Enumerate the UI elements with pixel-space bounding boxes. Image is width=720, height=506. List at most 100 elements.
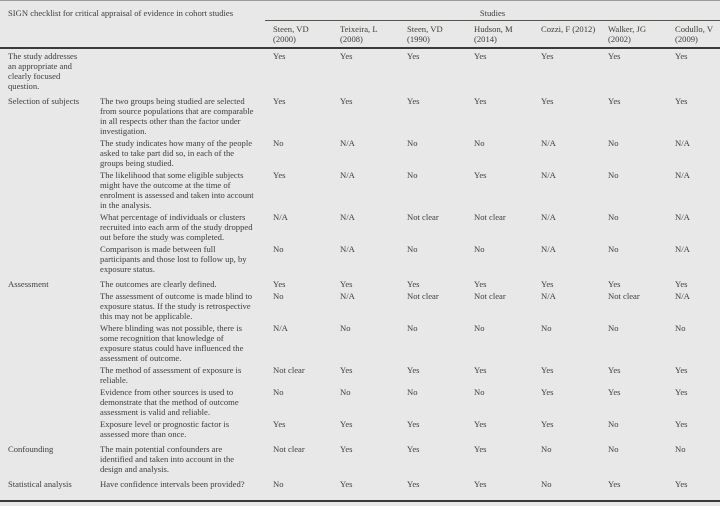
- rating-cell: N/A: [541, 291, 556, 301]
- table-title: SIGN checklist for critical appraisal of…: [8, 8, 234, 18]
- rating-cell: Yes: [608, 365, 621, 375]
- rating-cell: No: [407, 387, 418, 397]
- rating-cell: No: [474, 138, 485, 148]
- rating-cell: Not clear: [474, 291, 506, 301]
- criteria-group-rows: The main potential confounders are ident…: [100, 444, 720, 474]
- rating-cell: N/A: [340, 170, 355, 180]
- rating-cell: Not clear: [474, 212, 506, 222]
- rating-cell: Yes: [474, 51, 487, 61]
- rating-cell: N/A: [541, 170, 556, 180]
- rating-cell: No: [273, 244, 284, 254]
- rating-cell: No: [407, 170, 418, 180]
- rating-cell: No: [273, 479, 284, 489]
- criteria-group-rows: The two groups being studied are selecte…: [100, 96, 720, 274]
- rating-cell: N/A: [340, 244, 355, 254]
- checklist-row: Comparison is made between full particip…: [100, 244, 720, 274]
- question-text: The outcomes are clearly defined.: [100, 279, 217, 289]
- rating-cell: N/A: [675, 212, 690, 222]
- rating-cell: Yes: [675, 96, 688, 106]
- rating-cell: Yes: [340, 51, 353, 61]
- rating-cell: Yes: [675, 279, 688, 289]
- rating-cell: N/A: [675, 170, 690, 180]
- rating-cell: No: [273, 387, 284, 397]
- rating-cell: N/A: [541, 138, 556, 148]
- checklist-row: The main potential confounders are ident…: [100, 444, 720, 474]
- checklist-row: The method of assessment of exposure is …: [100, 365, 720, 385]
- checklist-row: The study indicates how many of the peop…: [100, 138, 720, 168]
- rating-cell: Yes: [608, 51, 621, 61]
- rating-cell: Yes: [407, 419, 420, 429]
- header-divider-rule: [0, 47, 720, 49]
- rating-cell: Yes: [340, 444, 353, 454]
- checklist-row: The outcomes are clearly defined. Yes Yes Y…: [100, 279, 720, 289]
- rating-cell: Yes: [675, 51, 688, 61]
- rating-cell: Not clear: [608, 291, 640, 301]
- question-text: The main potential confounders are ident…: [100, 444, 235, 474]
- rating-cell: Yes: [541, 279, 554, 289]
- rating-cell: Yes: [608, 387, 621, 397]
- study-column-header: Steen, VD (1990): [407, 24, 443, 44]
- rating-cell: N/A: [675, 138, 690, 148]
- criteria-group: Statistical analysis Have confidence inte…: [0, 474, 720, 489]
- rating-cell: Yes: [340, 419, 353, 429]
- criteria-group: The study addresses an appropriate and c…: [0, 49, 720, 91]
- rating-cell: Yes: [608, 96, 621, 106]
- criteria-group: Confounding The main potential confounder…: [0, 439, 720, 474]
- rating-cell: No: [474, 387, 485, 397]
- rating-cell: No: [474, 244, 485, 254]
- study-column-header: Teixeira, L (2008): [340, 24, 378, 44]
- checklist-row: Where blinding was not possible, there i…: [100, 323, 720, 363]
- checklist-row: The two groups being studied are selecte…: [100, 96, 720, 136]
- category-label: Statistical analysis: [8, 479, 72, 489]
- rating-cell: Not clear: [407, 291, 439, 301]
- rating-cell: Yes: [407, 51, 420, 61]
- rating-cell: Yes: [407, 96, 420, 106]
- table-header: SIGN checklist for critical appraisal of…: [0, 1, 720, 47]
- checklist-row: Evidence from other sources is used to d…: [100, 387, 720, 417]
- question-text: The method of assessment of exposure is …: [100, 365, 242, 385]
- rating-cell: No: [675, 444, 686, 454]
- rating-cell: Yes: [340, 479, 353, 489]
- rating-cell: Yes: [608, 479, 621, 489]
- studies-header-label: Studies: [479, 8, 506, 18]
- rating-cell: No: [541, 444, 552, 454]
- question-text: What percentage of individuals or cluste…: [100, 212, 253, 242]
- rating-cell: No: [541, 479, 552, 489]
- rating-cell: No: [608, 444, 619, 454]
- rating-cell: Yes: [541, 365, 554, 375]
- question-text: [100, 51, 265, 61]
- table-bottom-rule: [0, 500, 720, 502]
- question-text: The likelihood that some eligible subjec…: [100, 170, 254, 210]
- rating-cell: Yes: [407, 479, 420, 489]
- rating-cell: No: [273, 291, 284, 301]
- question-text: Exposure level or prognostic factor is a…: [100, 419, 230, 439]
- rating-cell: Yes: [474, 96, 487, 106]
- rating-cell: No: [541, 323, 552, 333]
- rating-cell: Yes: [541, 51, 554, 61]
- question-text: Have confidence intervals been provided?: [100, 479, 245, 489]
- criteria-group-rows: The outcomes are clearly defined. Yes Yes Y…: [100, 279, 720, 439]
- rating-cell: No: [340, 387, 351, 397]
- rating-cell: No: [273, 138, 284, 148]
- rating-cell: Yes: [541, 96, 554, 106]
- rating-cell: N/A: [340, 291, 355, 301]
- rating-cell: No: [608, 212, 619, 222]
- checklist-row: The likelihood that some eligible subjec…: [100, 170, 720, 210]
- checklist-row: Have confidence intervals been provided?…: [100, 479, 720, 489]
- checklist-row: Yes Yes Yes Yes Yes Yes Yes: [100, 51, 720, 61]
- rating-cell: Yes: [474, 479, 487, 489]
- rating-cell: No: [407, 323, 418, 333]
- rating-cell: N/A: [675, 244, 690, 254]
- study-column-header: Hudson, M (2014): [474, 24, 513, 44]
- rating-cell: No: [608, 170, 619, 180]
- table-body: The study addresses an appropriate and c…: [0, 49, 720, 489]
- rating-cell: No: [474, 323, 485, 333]
- rating-cell: Yes: [474, 279, 487, 289]
- rating-cell: No: [675, 323, 686, 333]
- rating-cell: No: [608, 419, 619, 429]
- rating-cell: Yes: [407, 444, 420, 454]
- rating-cell: Yes: [675, 419, 688, 429]
- rating-cell: No: [608, 244, 619, 254]
- criteria-group: Selection of subjects The two groups bein…: [0, 91, 720, 274]
- rating-cell: Yes: [273, 51, 286, 61]
